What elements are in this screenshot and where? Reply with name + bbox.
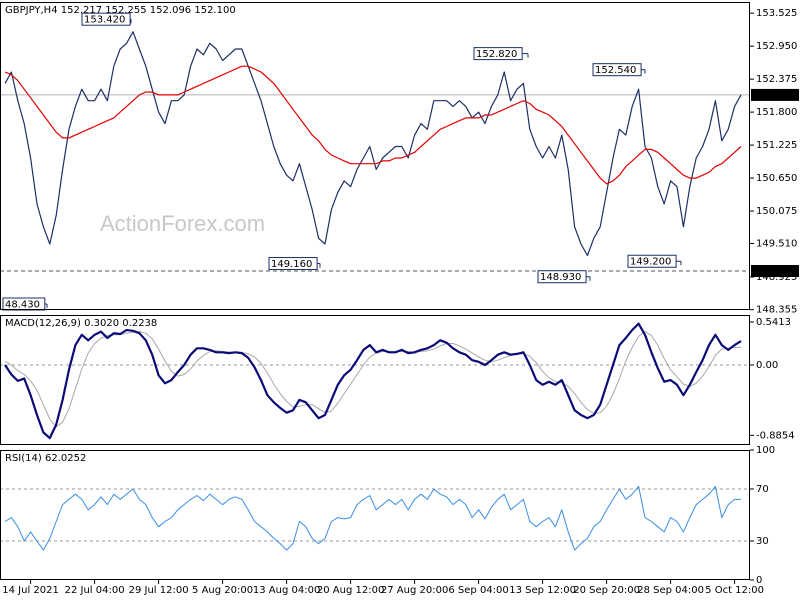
- y-tick-label: 151.225: [756, 140, 797, 151]
- annotation-box: [592, 63, 642, 77]
- price-annotation: 149.200: [627, 254, 682, 268]
- y-tick-label: 0.5413: [756, 317, 791, 328]
- y-tick-label: 150.650: [756, 173, 797, 184]
- y-tick-label: 152.375: [756, 74, 797, 85]
- panel-title: GBPJPY,H4 152.217 152.255 152.096 152.10…: [5, 5, 236, 16]
- series-line: [4, 331, 741, 428]
- annotation-label: 148.930: [540, 272, 581, 283]
- annotation-box: [81, 12, 131, 26]
- y-tick-label: 30: [756, 536, 769, 547]
- annotation-label: 152.820: [476, 49, 517, 60]
- y-tick-label: 70: [756, 484, 769, 495]
- panel-frame: [0, 2, 750, 310]
- price-annotation: 149.160: [268, 257, 321, 271]
- series-line: [4, 31, 742, 257]
- annotation-box: [537, 270, 587, 284]
- watermark: ActionForex.com: [100, 211, 265, 236]
- y-tick-label: 149.510: [756, 238, 797, 249]
- x-tick-label: 14 Jul 2021: [2, 585, 59, 596]
- price-annotation: 153.420: [81, 12, 132, 26]
- plot-area: [0, 322, 750, 440]
- annotation-box: [473, 47, 523, 61]
- x-tick-label: 13 Aug 04:00: [253, 585, 320, 596]
- y-tick-label: 152.950: [756, 41, 797, 52]
- annotation-label: 152.540: [595, 65, 636, 76]
- annotation-label: 149.160: [271, 259, 312, 270]
- series-line: [4, 485, 741, 551]
- panel-frame: [0, 315, 750, 445]
- x-tick-label: 29 Jul 12:00: [129, 585, 189, 596]
- panel-title: MACD(12,26,9) 0.3020 0.2238: [5, 318, 157, 329]
- y-tick-label: 148.925: [756, 272, 797, 283]
- y-tick-label: 150.075: [756, 206, 797, 217]
- y-tick-label: 151.800: [756, 107, 797, 118]
- price-tag-label: 149.030: [756, 266, 797, 277]
- annotation-label: 153.420: [84, 15, 125, 26]
- panel-title: RSI(14) 62.0252: [5, 453, 86, 464]
- price-annotation: 152.540: [592, 63, 646, 77]
- x-tick-label: 20 Aug 12:00: [317, 585, 384, 596]
- x-tick-label: 22 Jul 04:00: [65, 585, 125, 596]
- price-tag: [751, 264, 799, 277]
- y-tick-label: 0: [756, 575, 762, 586]
- series-line: [4, 65, 742, 185]
- price-annotation: 48.430: [2, 297, 48, 311]
- x-tick-label: 27 Aug 20:00: [381, 585, 448, 596]
- price-tag-label: 152.100: [756, 90, 797, 101]
- price-tag: [751, 88, 799, 101]
- price-annotation: 148.930: [537, 270, 591, 284]
- annotation-label: 48.430: [5, 300, 40, 311]
- x-tick-label: 6 Sep 04:00: [448, 585, 508, 596]
- plot-area: [0, 485, 750, 551]
- y-tick-label: 0.00: [756, 360, 778, 371]
- y-tick-label: -0.8854: [756, 430, 795, 441]
- annotation-label: 149.200: [630, 257, 671, 268]
- annotation-box: [268, 257, 318, 271]
- series-line: [4, 322, 742, 440]
- y-tick-label: 100: [756, 445, 775, 456]
- x-tick-label: 20 Sep 20:00: [573, 585, 640, 596]
- annotation-box: [627, 254, 677, 268]
- x-tick-label: 13 Sep 12:00: [509, 585, 576, 596]
- panel-frame: [0, 450, 750, 580]
- price-annotation: 152.820: [473, 47, 529, 61]
- y-tick-label: 148.355: [756, 305, 797, 316]
- y-tick-label: 153.525: [756, 8, 797, 19]
- x-tick-label: 28 Sep 04:00: [637, 585, 704, 596]
- plot-area: ActionForex.com: [0, 31, 750, 272]
- x-tick-label: 5 Aug 20:00: [192, 585, 253, 596]
- x-tick-label: 5 Oct 12:00: [705, 585, 764, 596]
